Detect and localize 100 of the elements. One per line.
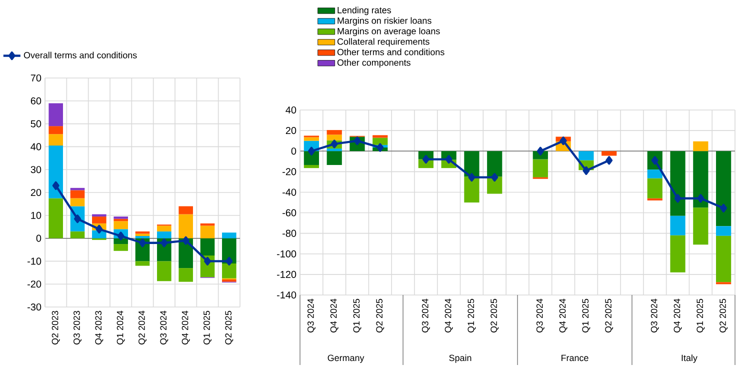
x-tick-label: Q3 2024: [422, 298, 430, 332]
x-tick-label: Q4 2024: [330, 298, 338, 332]
bar: [114, 221, 128, 230]
x-tick-label: Q1 2025: [582, 298, 590, 332]
bar: [464, 151, 480, 177]
x-tick-label: Q4 2023: [95, 310, 104, 344]
bar: [48, 134, 63, 146]
y-tick-label: 20: [286, 127, 296, 134]
point: [720, 204, 728, 212]
bar: [222, 263, 236, 278]
bar: [114, 238, 128, 244]
point: [376, 143, 384, 152]
bar: [372, 135, 388, 138]
bar: [647, 178, 662, 198]
point: [674, 194, 682, 203]
point: [182, 236, 190, 245]
bar: [200, 238, 215, 256]
bar: [372, 138, 388, 145]
point: [160, 238, 168, 248]
x-tick-label: Q1 2025: [468, 298, 476, 332]
bar: [178, 268, 193, 282]
x-tick-label: Q4 2024: [182, 310, 190, 344]
point: [697, 194, 704, 203]
bar: [200, 226, 215, 238]
x-tick-label: Q2 2024: [138, 310, 146, 344]
point: [52, 181, 60, 190]
x-tick-label: Q2 2023: [52, 310, 60, 344]
bar: [716, 236, 732, 282]
bar: [70, 190, 85, 198]
y-tick-label: 30: [30, 166, 42, 174]
bar: [464, 176, 480, 202]
x-tick-label: Q2 2025: [490, 298, 499, 332]
bar: [693, 151, 708, 208]
bar: [135, 261, 150, 266]
y-tick-label: -10: [28, 258, 42, 265]
y-tick-label: 50: [30, 120, 42, 128]
bar: [178, 214, 193, 238]
point: [204, 256, 211, 266]
bar: [716, 151, 732, 226]
legend-label: Overall terms and conditions: [24, 52, 137, 58]
point: [422, 155, 430, 164]
point: [468, 173, 476, 182]
bar: [222, 232, 236, 238]
point: [536, 146, 544, 156]
x-tick-label: Q2 2025: [605, 298, 614, 332]
text: France: [562, 354, 588, 362]
bar: [602, 151, 617, 156]
y-tick-label: -20: [282, 168, 296, 176]
x-tick-label: Q1 2024: [116, 310, 125, 344]
bar: [304, 164, 320, 168]
y-tick-label: -80: [282, 230, 296, 237]
y-tick-label: -40: [282, 188, 296, 196]
bar: [70, 231, 85, 238]
point: [96, 224, 103, 234]
bar: [326, 151, 342, 165]
text: Spain: [449, 354, 472, 363]
x-tick-label: Q3 2024: [307, 298, 316, 332]
bar: [92, 216, 106, 224]
legend-label: Lending rates: [338, 6, 391, 16]
legend-label: Other terms and conditions: [337, 48, 444, 56]
y-tick-label: 70: [30, 74, 42, 82]
bar: [48, 198, 63, 238]
bar: [178, 206, 193, 214]
point: [560, 136, 567, 146]
x-tick-label: Q1 2025: [696, 298, 705, 332]
y-tick-label: -20: [28, 280, 42, 288]
y-tick-label: -100: [276, 250, 296, 258]
point: [606, 156, 613, 165]
point: [74, 214, 81, 224]
y-tick-label: 20: [30, 188, 42, 196]
point: [445, 155, 452, 164]
x-tick-label: Q4 2024: [559, 298, 568, 332]
point: [308, 146, 315, 156]
y-tick-label: -120: [276, 270, 296, 278]
bar: [647, 170, 662, 178]
bar: [48, 146, 63, 198]
bar: [48, 126, 63, 134]
bar: [326, 130, 342, 135]
x-tick-label: Q4 2024: [444, 298, 453, 332]
bar: [670, 235, 686, 272]
y-tick-label: -140: [276, 291, 296, 299]
x-tick-label: Q2 2025: [225, 310, 234, 344]
bar: [670, 216, 686, 236]
x-tick-label: Q3 2024: [536, 298, 544, 332]
x-tick-label: Q2 2025: [720, 298, 728, 332]
y-tick-label: 60: [30, 97, 42, 104]
bar: [157, 261, 172, 282]
x-tick-label: Q4 2024: [674, 298, 682, 332]
legend-label: Collateral requirements: [337, 38, 430, 47]
point: [117, 232, 124, 240]
y-tick-label: 0: [36, 234, 42, 242]
bar: [157, 231, 172, 238]
bar: [304, 137, 320, 141]
bar: [70, 198, 85, 206]
bar: [326, 134, 342, 140]
y-tick-label: 40: [30, 143, 42, 150]
point: [226, 256, 233, 266]
x-tick-label: Q3 2024: [160, 310, 168, 344]
bar: [670, 151, 686, 216]
point: [491, 173, 498, 182]
